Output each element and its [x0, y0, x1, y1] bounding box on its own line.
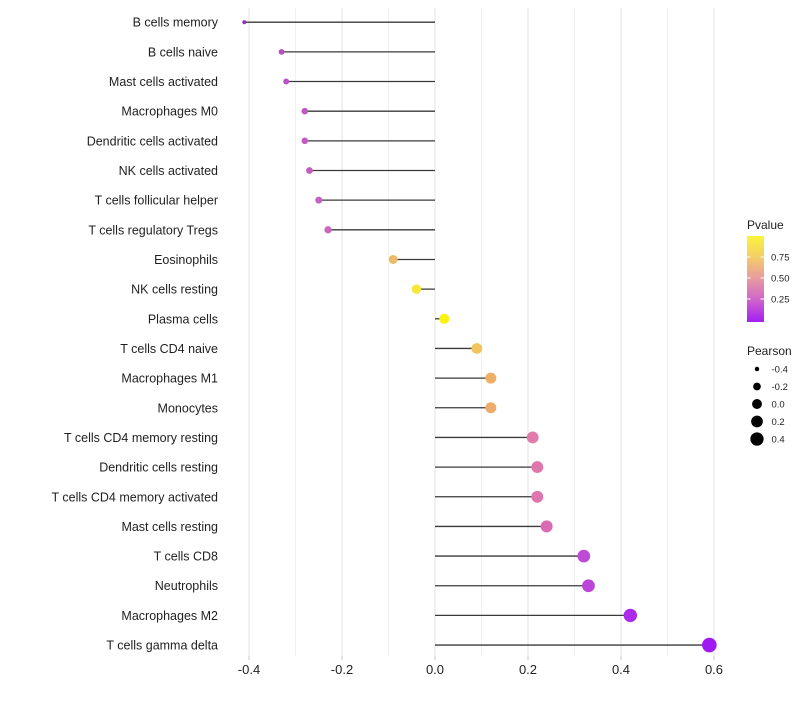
y-axis-category-label: Macrophages M2	[121, 609, 218, 623]
data-point	[485, 402, 497, 414]
pearson-legend-label: -0.4	[772, 365, 788, 376]
y-axis-category-label: Dendritic cells resting	[99, 461, 218, 475]
y-axis-category-label: T cells CD4 memory resting	[64, 431, 218, 445]
data-point	[278, 48, 285, 55]
data-point	[471, 343, 483, 354]
data-point	[526, 431, 539, 444]
y-axis-category-label: Neutrophils	[155, 579, 218, 593]
pearson-legend-label: 0.4	[772, 435, 785, 446]
data-point	[531, 461, 544, 474]
y-axis-category-label: T cells follicular helper	[95, 194, 218, 208]
y-axis-category-label: T cells CD4 memory activated	[52, 490, 219, 504]
pearson-legend-label: 0.2	[772, 417, 785, 428]
y-axis-category-label: Macrophages M0	[121, 105, 218, 119]
y-axis-category-label: T cells CD4 naive	[120, 342, 218, 356]
data-point	[315, 196, 323, 204]
y-axis-category-label: NK cells resting	[131, 283, 218, 297]
pvalue-legend-tick-label: 0.25	[771, 295, 790, 306]
pvalue-legend-tick-label: 0.75	[771, 252, 790, 263]
x-axis-tick-label: -0.2	[331, 662, 353, 677]
data-point	[301, 107, 309, 115]
y-axis-category-label: Monocytes	[158, 401, 218, 415]
data-point	[439, 313, 450, 324]
y-axis-category-label: Mast cells resting	[121, 520, 218, 534]
pvalue-colorbar	[747, 236, 764, 322]
y-axis-category-label: T cells gamma delta	[106, 639, 218, 653]
data-point	[582, 579, 595, 593]
pearson-legend-dot	[751, 415, 763, 428]
pearson-legend-dot	[754, 366, 760, 372]
data-point	[388, 255, 398, 264]
data-point	[301, 137, 309, 145]
x-axis-tick-label: 0.6	[705, 662, 723, 677]
y-axis-category-label: Plasma cells	[148, 312, 218, 326]
data-point	[540, 520, 553, 533]
y-axis-category-label: Macrophages M1	[121, 372, 218, 386]
y-axis-category-label: T cells CD8	[154, 550, 218, 564]
y-axis-category-label: Dendritic cells activated	[87, 134, 218, 148]
pearson-legend-label: -0.2	[772, 382, 788, 393]
x-axis-tick-label: 0.0	[426, 662, 444, 677]
pvalue-legend-tick-label: 0.50	[771, 273, 790, 284]
data-point	[531, 490, 544, 503]
pearson-legend-dot	[750, 432, 764, 446]
data-point	[577, 549, 591, 563]
y-axis-category-label: Mast cells activated	[109, 75, 218, 89]
data-point	[623, 608, 638, 623]
y-axis-category-label: B cells naive	[148, 45, 218, 59]
pearson-legend-title: Pearson	[747, 344, 792, 358]
pvalue-legend-title: Pvalue	[747, 218, 784, 232]
y-axis-category-label: NK cells activated	[119, 164, 218, 178]
pearson-legend-label: 0.0	[772, 400, 785, 411]
data-point	[411, 284, 422, 294]
y-axis-category-label: Eosinophils	[154, 253, 218, 267]
x-axis-tick-label: 0.2	[519, 662, 537, 677]
data-point	[485, 372, 497, 384]
data-point	[283, 78, 290, 85]
data-point	[324, 226, 332, 234]
x-axis-tick-label: 0.4	[612, 662, 630, 677]
x-axis-tick-label: -0.4	[238, 662, 260, 677]
y-axis-category-label: B cells memory	[133, 16, 219, 30]
y-axis-category-label: T cells regulatory Tregs	[88, 223, 218, 237]
pearson-legend-dot	[753, 382, 761, 391]
data-point	[306, 167, 313, 174]
data-point	[702, 637, 717, 653]
pearson-legend-dot	[752, 399, 762, 409]
data-point	[242, 20, 247, 25]
